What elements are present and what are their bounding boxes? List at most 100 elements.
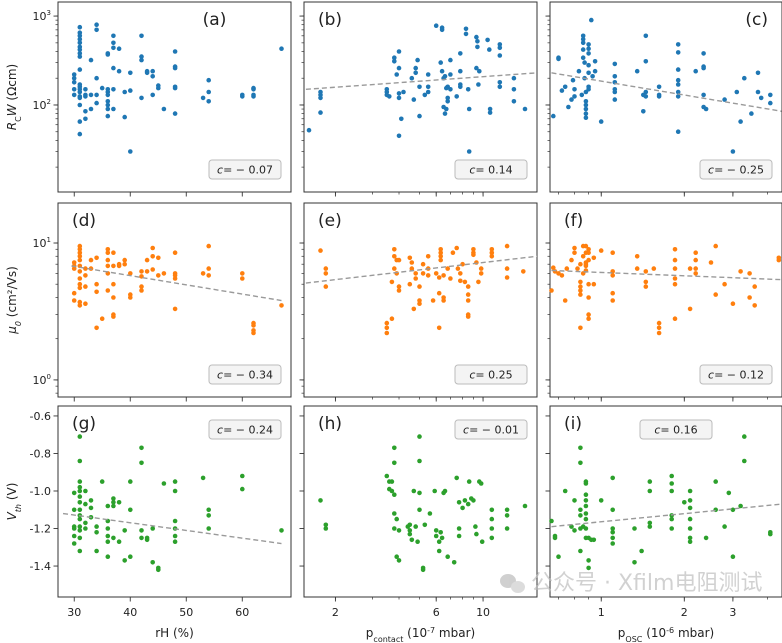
data-point — [559, 88, 565, 93]
data-point — [77, 33, 83, 39]
data-point — [559, 273, 565, 278]
data-point — [172, 111, 178, 116]
data-point — [94, 530, 99, 535]
data-point — [693, 271, 698, 276]
data-point — [701, 92, 706, 98]
data-point — [583, 106, 589, 112]
data-point — [77, 51, 83, 56]
data-point — [392, 445, 397, 451]
data-point — [318, 110, 323, 115]
data-point — [94, 75, 99, 81]
panel-label: (i) — [564, 414, 582, 434]
data-point — [776, 257, 782, 263]
data-point — [632, 526, 637, 531]
data-point — [156, 273, 161, 278]
data-point — [139, 535, 144, 541]
tick-exponent: 0 — [47, 373, 51, 381]
correlation-badge: c= 0.16 — [639, 419, 713, 440]
trend-line — [551, 503, 782, 528]
data-point — [436, 275, 442, 280]
data-point — [77, 548, 83, 554]
data-point — [583, 498, 589, 503]
correlation-value: c= 0.16 — [654, 424, 697, 437]
data-point — [669, 488, 674, 494]
data-point — [251, 330, 256, 336]
data-point — [591, 255, 597, 261]
data-point — [675, 77, 681, 83]
wechat-icon-bubble — [511, 581, 525, 593]
data-point — [206, 99, 211, 104]
data-point — [466, 106, 472, 112]
data-point — [454, 245, 460, 251]
correlation-box — [699, 159, 773, 180]
data-point — [206, 89, 211, 95]
data-point — [318, 498, 323, 503]
y-tick-label: 101 — [33, 236, 51, 250]
data-point — [475, 44, 480, 50]
data-point — [116, 539, 122, 544]
data-point — [251, 323, 256, 328]
data-point — [612, 89, 618, 95]
data-point — [438, 530, 444, 535]
data-point — [454, 475, 460, 481]
data-point — [551, 265, 556, 271]
data-point — [111, 106, 116, 112]
data-point — [639, 548, 644, 554]
data-point — [77, 131, 83, 137]
data-point — [586, 62, 591, 68]
data-point — [105, 102, 111, 108]
y-tick-label: -1.2 — [30, 523, 51, 536]
x-tick-label: 2 — [681, 606, 688, 619]
data-point — [83, 94, 88, 99]
data-point — [687, 526, 693, 531]
data-point — [396, 284, 402, 289]
correlation-box — [208, 159, 282, 180]
data-point — [485, 37, 490, 43]
data-point — [139, 57, 144, 63]
data-point — [682, 500, 687, 505]
data-point — [583, 511, 589, 516]
data-point — [598, 119, 604, 124]
data-point — [77, 89, 83, 95]
data-point — [111, 33, 116, 39]
data-point — [161, 106, 167, 112]
data-point — [578, 507, 583, 513]
data-point — [612, 61, 618, 67]
data-point — [77, 535, 83, 541]
data-point — [656, 325, 662, 331]
data-point — [156, 85, 161, 91]
y-tick-label: 103 — [33, 9, 51, 23]
correlation-value: c= − 0.34 — [217, 369, 273, 382]
axes-frame — [549, 1, 782, 193]
data-point — [478, 266, 484, 271]
panel-i: 1 2 3 (i) c= 0.16 — [545, 405, 782, 619]
data-point — [105, 533, 111, 539]
data-point — [323, 526, 329, 531]
data-point — [94, 92, 99, 98]
data-point — [758, 95, 764, 101]
data-point — [552, 535, 558, 541]
data-point — [634, 253, 640, 259]
data-point — [83, 273, 88, 278]
label-segment: contact — [373, 635, 403, 643]
data-point — [456, 526, 462, 531]
data-point — [730, 507, 736, 513]
data-point — [279, 46, 284, 51]
x-tick-label: 40 — [123, 606, 137, 619]
data-point — [479, 539, 485, 544]
data-point — [77, 479, 83, 484]
data-point — [586, 565, 591, 571]
data-point — [111, 496, 116, 501]
data-point — [396, 49, 402, 54]
data-point — [592, 68, 598, 74]
data-point — [476, 279, 481, 285]
data-point — [476, 82, 481, 87]
data-point — [240, 486, 245, 492]
data-point — [522, 106, 528, 112]
data-point — [610, 475, 615, 481]
data-point — [77, 303, 83, 308]
data-point — [463, 31, 469, 37]
data-point — [675, 94, 681, 99]
data-point — [105, 113, 111, 119]
data-point — [578, 548, 583, 554]
